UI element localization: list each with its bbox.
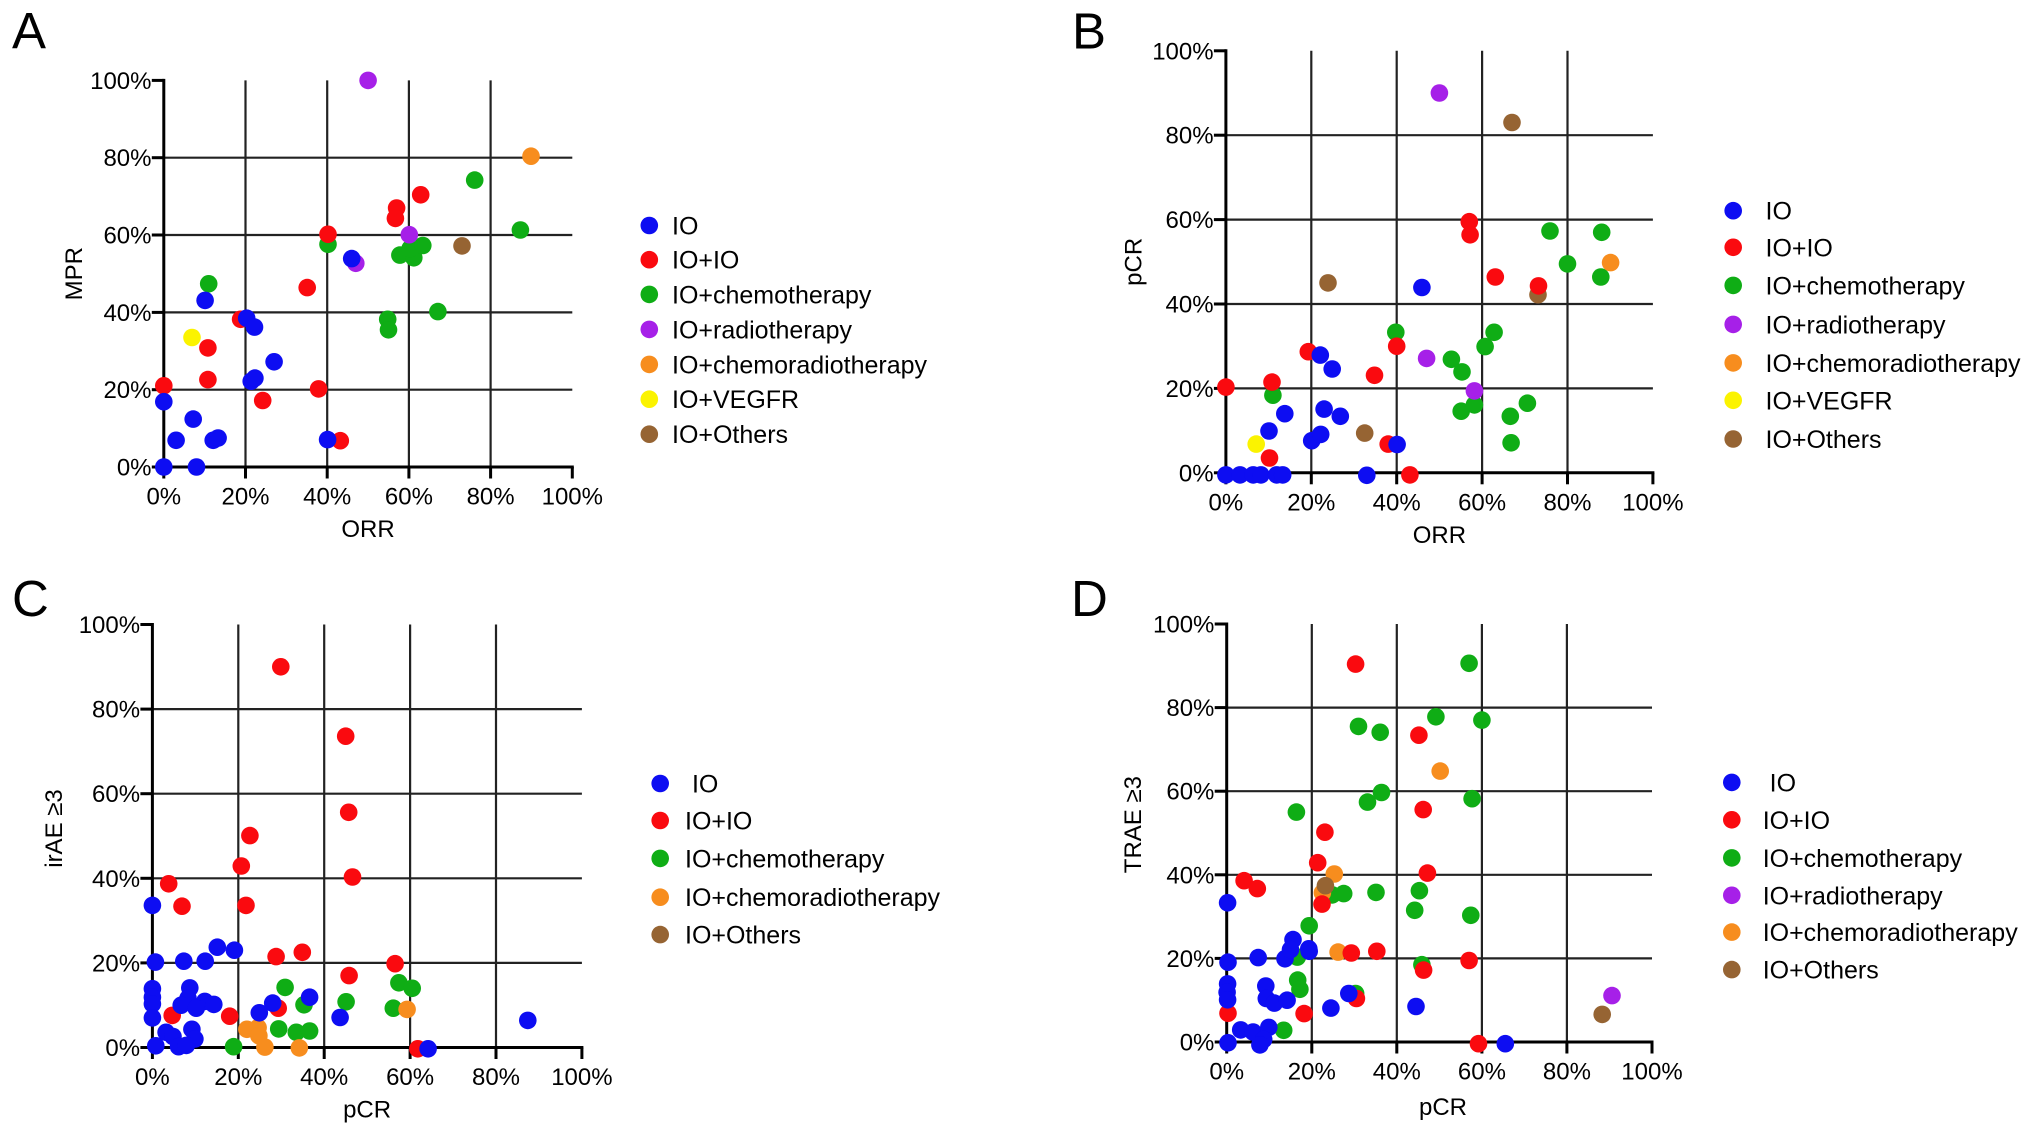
svg-text:80%: 80% xyxy=(103,145,151,172)
svg-text:IO: IO xyxy=(1763,769,1796,797)
svg-text:IO+chemoradiotherapy: IO+chemoradiotherapy xyxy=(672,351,928,379)
svg-text:100%: 100% xyxy=(1152,38,1213,65)
svg-text:20%: 20% xyxy=(1166,376,1214,403)
svg-text:80%: 80% xyxy=(472,1064,520,1091)
svg-text:IO+radiotherapy: IO+radiotherapy xyxy=(672,316,852,344)
svg-text:A: A xyxy=(12,3,46,60)
svg-text:B: B xyxy=(1072,3,1106,60)
svg-text:IO+IO: IO+IO xyxy=(1766,234,1833,262)
svg-text:20%: 20% xyxy=(1288,1059,1336,1086)
svg-text:IO+IO: IO+IO xyxy=(672,247,739,275)
svg-text:IO+chemotherapy: IO+chemotherapy xyxy=(1763,845,1963,873)
svg-text:60%: 60% xyxy=(92,781,140,808)
svg-text:IO+Others: IO+Others xyxy=(685,922,801,950)
svg-text:IO+IO: IO+IO xyxy=(685,808,752,836)
svg-text:20%: 20% xyxy=(92,950,140,977)
svg-text:20%: 20% xyxy=(1287,489,1335,516)
svg-text:0%: 0% xyxy=(1179,460,1214,487)
svg-text:IO+VEGFR: IO+VEGFR xyxy=(672,386,799,414)
svg-text:C: C xyxy=(12,570,49,627)
svg-text:80%: 80% xyxy=(1166,695,1214,722)
svg-text:TRAE ≥3: TRAE ≥3 xyxy=(1120,776,1147,873)
svg-text:40%: 40% xyxy=(103,300,151,327)
svg-text:100%: 100% xyxy=(90,68,151,95)
svg-text:80%: 80% xyxy=(92,697,140,724)
svg-text:MPR: MPR xyxy=(61,247,88,300)
svg-text:40%: 40% xyxy=(1166,292,1214,319)
svg-text:60%: 60% xyxy=(1458,489,1506,516)
svg-text:pCR: pCR xyxy=(343,1097,391,1124)
svg-text:0%: 0% xyxy=(135,1064,170,1091)
svg-text:irAE ≥3: irAE ≥3 xyxy=(41,789,68,868)
svg-text:IO+chemoradiotherapy: IO+chemoradiotherapy xyxy=(685,884,941,912)
svg-text:IO: IO xyxy=(685,771,718,799)
svg-text:40%: 40% xyxy=(300,1064,348,1091)
svg-text:IO+radiotherapy: IO+radiotherapy xyxy=(1766,311,1946,339)
svg-text:0%: 0% xyxy=(1180,1030,1215,1057)
svg-text:IO: IO xyxy=(1766,198,1792,226)
svg-text:20%: 20% xyxy=(214,1064,262,1091)
svg-text:ORR: ORR xyxy=(341,516,394,543)
svg-text:60%: 60% xyxy=(386,1064,434,1091)
svg-text:IO+chemoradiotherapy: IO+chemoradiotherapy xyxy=(1763,919,2019,947)
svg-text:60%: 60% xyxy=(1458,1059,1506,1086)
svg-text:D: D xyxy=(1071,570,1108,627)
svg-text:100%: 100% xyxy=(1622,489,1683,516)
svg-text:IO+chemotherapy: IO+chemotherapy xyxy=(672,281,872,309)
svg-text:80%: 80% xyxy=(1166,123,1214,150)
svg-text:IO: IO xyxy=(672,213,698,241)
svg-text:40%: 40% xyxy=(303,484,351,511)
svg-text:100%: 100% xyxy=(551,1064,612,1091)
svg-text:100%: 100% xyxy=(542,484,603,511)
svg-text:0%: 0% xyxy=(1209,489,1244,516)
svg-text:60%: 60% xyxy=(1166,779,1214,806)
svg-text:IO+chemotherapy: IO+chemotherapy xyxy=(1766,272,1966,300)
svg-text:IO+chemotherapy: IO+chemotherapy xyxy=(685,845,885,873)
svg-text:IO+radiotherapy: IO+radiotherapy xyxy=(1763,882,1943,910)
svg-text:80%: 80% xyxy=(467,484,515,511)
svg-text:40%: 40% xyxy=(92,866,140,893)
svg-text:pCR: pCR xyxy=(1419,1094,1467,1121)
svg-text:IO+Others: IO+Others xyxy=(1766,426,1882,454)
svg-text:0%: 0% xyxy=(105,1035,140,1062)
svg-text:100%: 100% xyxy=(1153,612,1214,639)
svg-text:pCR: pCR xyxy=(1121,238,1148,286)
svg-text:IO+VEGFR: IO+VEGFR xyxy=(1766,387,1893,415)
svg-text:IO+Others: IO+Others xyxy=(1763,957,1879,985)
svg-text:0%: 0% xyxy=(1209,1059,1244,1086)
svg-text:80%: 80% xyxy=(1543,489,1591,516)
svg-text:100%: 100% xyxy=(1621,1059,1682,1086)
svg-text:20%: 20% xyxy=(221,484,269,511)
svg-text:60%: 60% xyxy=(385,484,433,511)
svg-text:80%: 80% xyxy=(1543,1059,1591,1086)
svg-text:0%: 0% xyxy=(117,455,152,482)
svg-text:40%: 40% xyxy=(1166,862,1214,889)
svg-text:20%: 20% xyxy=(103,377,151,404)
svg-text:20%: 20% xyxy=(1166,946,1214,973)
svg-text:IO+IO: IO+IO xyxy=(1763,807,1830,835)
svg-text:IO+Others: IO+Others xyxy=(672,421,788,449)
svg-text:ORR: ORR xyxy=(1413,522,1466,549)
svg-text:60%: 60% xyxy=(103,223,151,250)
svg-text:40%: 40% xyxy=(1373,489,1421,516)
svg-text:60%: 60% xyxy=(1166,207,1214,234)
svg-text:100%: 100% xyxy=(79,612,140,639)
svg-text:IO+chemoradiotherapy: IO+chemoradiotherapy xyxy=(1766,350,2022,378)
svg-text:40%: 40% xyxy=(1373,1059,1421,1086)
svg-text:0%: 0% xyxy=(146,484,181,511)
